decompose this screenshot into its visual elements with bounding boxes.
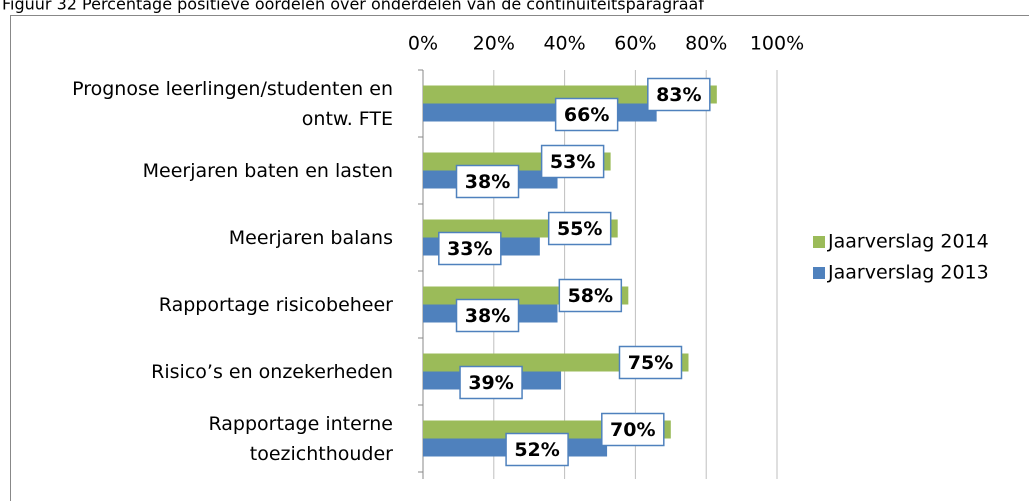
data-label: 70%	[610, 419, 655, 441]
legend-label: Jaarverslag 2013	[827, 262, 989, 284]
data-label: 66%	[564, 104, 609, 126]
data-label-box	[438, 231, 502, 266]
data-label: 38%	[465, 171, 510, 193]
data-label: 75%	[628, 352, 673, 374]
data-label-box	[647, 77, 711, 112]
y-tick-label: Meerjaren baten en lasten	[142, 159, 393, 182]
data-label: 33%	[447, 238, 492, 260]
data-label-box	[554, 97, 619, 132]
data-label-box	[455, 164, 520, 199]
x-tick-label: 40%	[543, 33, 585, 55]
data-label-box	[505, 432, 569, 467]
chart-title: Figuur 32 Percentage positieve oordelen …	[2, 0, 704, 14]
data-label-box	[618, 345, 683, 380]
data-label: 39%	[468, 372, 513, 394]
y-tick-label: Meerjaren balans	[228, 226, 393, 249]
y-tick-label: Rapportage interne toezichthouder	[208, 412, 393, 465]
data-label: 53%	[550, 151, 595, 173]
y-tick-label: Rapportage risicobeheer	[158, 293, 393, 316]
data-label-box	[558, 278, 623, 313]
data-label: 83%	[656, 84, 701, 106]
x-tick-label: 20%	[473, 33, 515, 55]
data-label-box	[601, 412, 665, 447]
legend-swatch	[813, 236, 825, 248]
x-tick-label: 80%	[685, 33, 727, 55]
data-label-box	[540, 144, 605, 179]
y-tick-label: Prognose leerlingen/studenten en ontw. F…	[72, 77, 393, 130]
chart-frame	[10, 15, 1029, 501]
x-tick-label: 0%	[408, 33, 438, 55]
data-label: 55%	[557, 218, 602, 240]
data-label: 38%	[465, 305, 510, 327]
bar	[423, 103, 657, 122]
y-tick-label: Risico’s en onzekerheden	[151, 360, 393, 383]
data-label-box	[547, 211, 612, 246]
data-label: 52%	[514, 439, 559, 461]
legend-label: Jaarverslag 2014	[827, 231, 989, 253]
bar	[423, 85, 717, 104]
data-label-box	[459, 365, 523, 400]
legend-swatch	[813, 267, 825, 279]
x-tick-label: 60%	[614, 33, 656, 55]
x-tick-label: 100%	[750, 33, 804, 55]
data-label-box	[455, 298, 520, 333]
data-label: 58%	[568, 285, 613, 307]
